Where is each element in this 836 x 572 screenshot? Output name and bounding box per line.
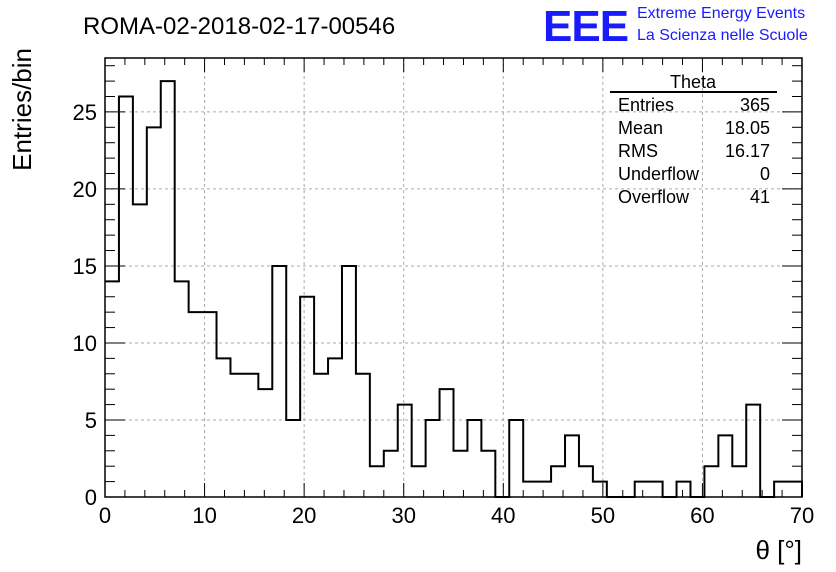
histogram-bin — [454, 451, 468, 497]
histogram-bin — [398, 405, 412, 497]
histogram-bin — [230, 374, 244, 497]
histogram-bin — [635, 482, 649, 497]
x-tick-label: 30 — [391, 503, 415, 528]
chart-title: ROMA-02-2018-02-17-00546 — [83, 13, 395, 40]
histogram-bin — [384, 451, 398, 497]
logo-mark: EEE — [543, 2, 628, 51]
x-tick-label: 20 — [292, 503, 316, 528]
histogram-bin — [565, 435, 579, 497]
y-tick-label: 10 — [73, 331, 97, 356]
histogram-bin — [593, 482, 607, 497]
x-tick-label: 10 — [192, 503, 216, 528]
histogram-bin — [286, 420, 300, 497]
logo-line-1: Extreme Energy Events — [637, 5, 805, 22]
stats-row-label: Mean — [618, 118, 663, 138]
histogram-bin — [704, 466, 718, 497]
stats-row-label: RMS — [618, 141, 658, 161]
stats-row-value: 0 — [760, 164, 770, 184]
histogram-bin — [244, 374, 258, 497]
histogram-bin — [370, 466, 384, 497]
stats-row-value: 365 — [740, 95, 770, 115]
histogram-bin — [328, 358, 342, 497]
stats-box: Theta Entries 365 Mean 18.05 RMS 16.17 Underfl… — [610, 72, 777, 207]
stats-box-title: Theta — [670, 72, 717, 92]
histogram-bin — [119, 97, 133, 497]
stats-row-value: 18.05 — [725, 118, 770, 138]
x-tick-label: 70 — [790, 503, 814, 528]
x-tick-label: 40 — [491, 503, 515, 528]
histogram-bin — [426, 420, 440, 497]
plot-frame — [104, 57, 803, 498]
eee-logo: EEE Extreme Energy Events La Scienza nel… — [543, 2, 808, 51]
histogram-bin — [551, 466, 565, 497]
histogram-bin — [440, 389, 454, 497]
y-tick-label: 20 — [73, 177, 97, 202]
histogram-bin — [300, 297, 314, 497]
stats-row-label: Entries — [618, 95, 674, 115]
x-tick-label: 60 — [690, 503, 714, 528]
histogram-bin — [537, 482, 551, 497]
histogram-bin — [189, 312, 203, 497]
histogram-bin — [175, 281, 189, 497]
histogram-bin — [579, 466, 593, 497]
histogram-bin — [258, 389, 272, 497]
axis-ticks — [104, 58, 803, 498]
logo-line-2: La Scienza nelle Scuole — [637, 27, 808, 44]
histogram-bin — [649, 482, 663, 497]
histogram-bin — [509, 420, 523, 497]
histogram-bin — [342, 266, 356, 497]
histogram-bin — [774, 482, 788, 497]
histogram-bin — [677, 482, 691, 497]
y-tick-label: 15 — [73, 254, 97, 279]
x-tick-label: 50 — [591, 503, 615, 528]
histogram-bin — [147, 127, 161, 497]
histogram-bin — [481, 451, 495, 497]
histogram-bin — [133, 204, 147, 497]
x-axis-label: θ [°] — [755, 535, 802, 565]
histogram-bin — [412, 466, 426, 497]
y-tick-label: 25 — [73, 100, 97, 125]
histogram-bin — [718, 435, 732, 497]
histogram-bin — [203, 312, 217, 497]
stats-row-label: Underflow — [618, 164, 700, 184]
stats-rows: Entries 365 Mean 18.05 RMS 16.17 Underflow 0 Ove… — [618, 95, 770, 207]
stats-row-value: 16.17 — [725, 141, 770, 161]
x-tick-label: 0 — [99, 503, 111, 528]
histogram-bin — [746, 405, 760, 497]
y-tick-label: 0 — [85, 485, 97, 510]
histogram-bin — [523, 482, 537, 497]
stats-row-label: Overflow — [618, 187, 690, 207]
histogram-bin — [356, 374, 370, 497]
stats-row-value: 41 — [750, 187, 770, 207]
histogram-bin — [105, 281, 119, 497]
y-tick-labels: 0 5 10 15 20 25 — [73, 100, 97, 510]
y-axis-label: Entries/bin — [7, 48, 37, 171]
histogram-bin — [732, 466, 746, 497]
histogram-bin — [272, 266, 286, 497]
histogram-bin — [161, 81, 175, 497]
histogram-bin — [467, 420, 481, 497]
y-tick-label: 5 — [85, 408, 97, 433]
histogram-bin — [788, 482, 802, 497]
histogram-bin — [217, 358, 231, 497]
x-tick-labels: 0 10 20 30 40 50 60 70 — [99, 503, 814, 528]
histogram-outline — [105, 80, 803, 498]
histogram-bin — [314, 374, 328, 497]
